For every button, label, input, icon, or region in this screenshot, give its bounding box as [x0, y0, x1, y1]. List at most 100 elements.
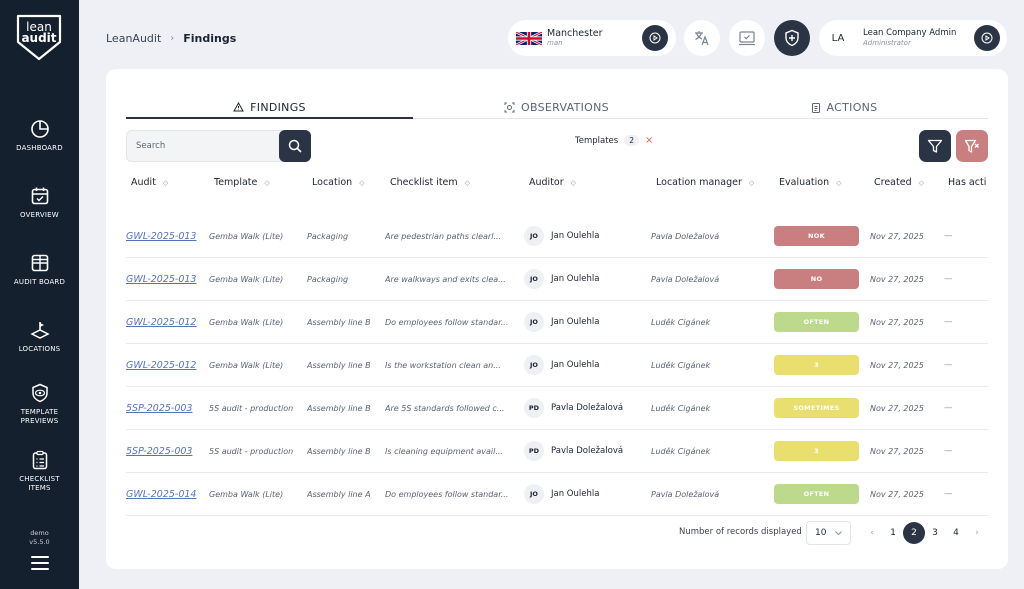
template-cell: Gemba Walk (Lite): [209, 274, 284, 284]
sidebar-item-checklist-items[interactable]: CHECKLIST ITEMS: [0, 450, 79, 493]
filter-button[interactable]: [919, 130, 951, 162]
evaluation-cell: NOK: [774, 215, 864, 257]
sort-icon: ◇: [748, 178, 755, 187]
auditor-name: Jan Oulehla: [551, 360, 600, 370]
checklist-item-cell: Is cleaning equipment avail...: [385, 446, 503, 456]
menu-icon[interactable]: [31, 555, 49, 571]
sidebar-item-audit-board[interactable]: AUDIT BOARD: [0, 253, 79, 287]
location-cell: Packaging: [307, 231, 349, 241]
page-button-3[interactable]: 3: [932, 528, 938, 538]
created-cell: Nov 27, 2025: [870, 489, 924, 499]
audit-link[interactable]: GWL-2025-012: [126, 359, 197, 371]
page-button-2[interactable]: 2: [903, 522, 925, 544]
auditor-cell: JO Jan Oulehla: [524, 473, 644, 515]
col-location-manager[interactable]: Location manager ◇: [656, 177, 755, 188]
sidebar-item-template-previews[interactable]: TEMPLATE PREVIEWS: [0, 383, 79, 426]
uk-flag-icon: [516, 32, 542, 45]
audit-link[interactable]: GWL-2025-012: [126, 316, 197, 328]
sidebar-item-label: CHECKLIST ITEMS: [19, 475, 60, 492]
tab-label: OBSERVATIONS: [521, 100, 609, 114]
records-per-page-label: Number of records displayed: [679, 527, 802, 537]
table-row[interactable]: GWL-2025-013 Gemba Walk (Lite) Packaging Ar…: [126, 215, 988, 258]
col-location[interactable]: Location ◇: [312, 177, 365, 188]
auditor-cell: PD Pavla Doležalová: [524, 387, 644, 429]
sidebar-item-dashboard[interactable]: DASHBOARD: [0, 119, 79, 153]
location-selector[interactable]: Manchester man: [508, 20, 676, 56]
audit-link[interactable]: 5SP-2025-003: [126, 402, 193, 414]
tab-actions[interactable]: ACTIONS: [700, 95, 988, 119]
location-play-button[interactable]: [642, 25, 668, 51]
sort-icon: ◇: [464, 178, 471, 187]
created-cell: Nov 27, 2025: [870, 231, 924, 241]
sidebar-item-overview[interactable]: OVERVIEW: [0, 186, 79, 220]
filter-icon: [927, 139, 943, 153]
sidebar-item-label: DASHBOARD: [16, 144, 63, 152]
page-size-select[interactable]: 10: [806, 521, 851, 545]
audit-link[interactable]: 5SP-2025-003: [126, 445, 193, 457]
checklist-item-cell: Is the workstation clean an...: [385, 360, 501, 370]
col-evaluation[interactable]: Evaluation ◇: [779, 177, 842, 188]
table-row[interactable]: 5SP-2025-003 5S audit - production Assembl…: [126, 387, 988, 430]
sort-icon: ◇: [264, 178, 270, 187]
sort-icon: ◇: [570, 178, 577, 187]
table-row[interactable]: GWL-2025-014 Gemba Walk (Lite) Assembly li…: [126, 473, 988, 516]
col-auditor[interactable]: Auditor ◇: [529, 177, 577, 188]
shield-eye-icon: [31, 383, 48, 403]
screen-button[interactable]: [729, 20, 765, 56]
template-cell: Gemba Walk (Lite): [209, 360, 284, 370]
col-template[interactable]: Template ◇: [214, 177, 270, 188]
tabs-divider: [126, 118, 988, 119]
col-audit[interactable]: Audit ◇: [131, 177, 169, 188]
page-button-1[interactable]: 1: [890, 528, 896, 538]
grid-icon: [31, 254, 48, 272]
audit-link[interactable]: GWL-2025-013: [126, 230, 197, 242]
created-cell: Nov 27, 2025: [870, 446, 924, 456]
has-action-cell: —: [944, 317, 953, 327]
lean-audit-logo[interactable]: lean audit: [14, 12, 64, 64]
template-cell: Gemba Walk (Lite): [209, 317, 284, 327]
evaluation-cell: 3: [774, 344, 864, 386]
security-button[interactable]: [774, 20, 810, 56]
breadcrumb: LeanAudit › Findings: [106, 32, 236, 45]
checklist-item-cell: Are pedestrian paths clearl...: [385, 231, 502, 241]
audit-link[interactable]: GWL-2025-014: [126, 488, 197, 500]
user-name: Lean Company Admin: [863, 28, 957, 38]
next-page-button[interactable]: ›: [975, 528, 979, 538]
remove-filter-icon[interactable]: ×: [645, 135, 654, 146]
table-row[interactable]: 5SP-2025-003 5S audit - production Assembl…: [126, 430, 988, 473]
reset-filter-button[interactable]: [956, 130, 988, 162]
location-manager-cell: Pavla Doležalová: [651, 274, 720, 284]
version-label: v5.5.0: [29, 538, 50, 546]
breadcrumb-current: Findings: [183, 32, 237, 45]
col-created[interactable]: Created ◇: [874, 177, 924, 188]
audit-link[interactable]: GWL-2025-013: [126, 273, 197, 285]
auditor-name: Pavla Doležalová: [551, 446, 624, 456]
has-action-cell: —: [944, 360, 953, 370]
breadcrumb-root[interactable]: LeanAudit: [106, 32, 162, 45]
location-cell: Assembly line B: [307, 360, 371, 370]
table-row[interactable]: GWL-2025-012 Gemba Walk (Lite) Assembly li…: [126, 344, 988, 387]
evaluation-cell: 3: [774, 430, 864, 472]
tab-findings[interactable]: FINDINGS: [126, 95, 413, 119]
evaluation-badge: SOMETIMES: [774, 398, 859, 418]
environment-label: demo: [30, 529, 49, 537]
user-role: Administrator: [863, 39, 911, 47]
col-has-action[interactable]: Has acti: [948, 177, 987, 188]
location-cell: Assembly line B: [307, 403, 371, 413]
sidebar-item-locations[interactable]: LOCATIONS: [0, 320, 79, 354]
template-cell: Gemba Walk (Lite): [209, 231, 284, 241]
user-play-button[interactable]: [974, 25, 1000, 51]
user-menu[interactable]: LA Lean Company Admin Administrator: [819, 20, 1007, 56]
search-input[interactable]: [127, 141, 277, 151]
table-row[interactable]: GWL-2025-012 Gemba Walk (Lite) Assembly li…: [126, 301, 988, 344]
translate-icon: [695, 31, 709, 46]
location-manager-cell: Luděk Cigánek: [651, 446, 711, 456]
col-checklist-item[interactable]: Checklist item ◇: [390, 177, 471, 188]
prev-page-button[interactable]: ‹: [870, 528, 874, 538]
tab-observations[interactable]: OBSERVATIONS: [413, 95, 700, 119]
translate-button[interactable]: [684, 20, 720, 56]
checklist-item-cell: Do employees follow standar...: [385, 489, 509, 499]
search-button[interactable]: [279, 130, 311, 162]
table-row[interactable]: GWL-2025-013 Gemba Walk (Lite) Packaging Ar…: [126, 258, 988, 301]
page-button-4[interactable]: 4: [953, 528, 959, 538]
